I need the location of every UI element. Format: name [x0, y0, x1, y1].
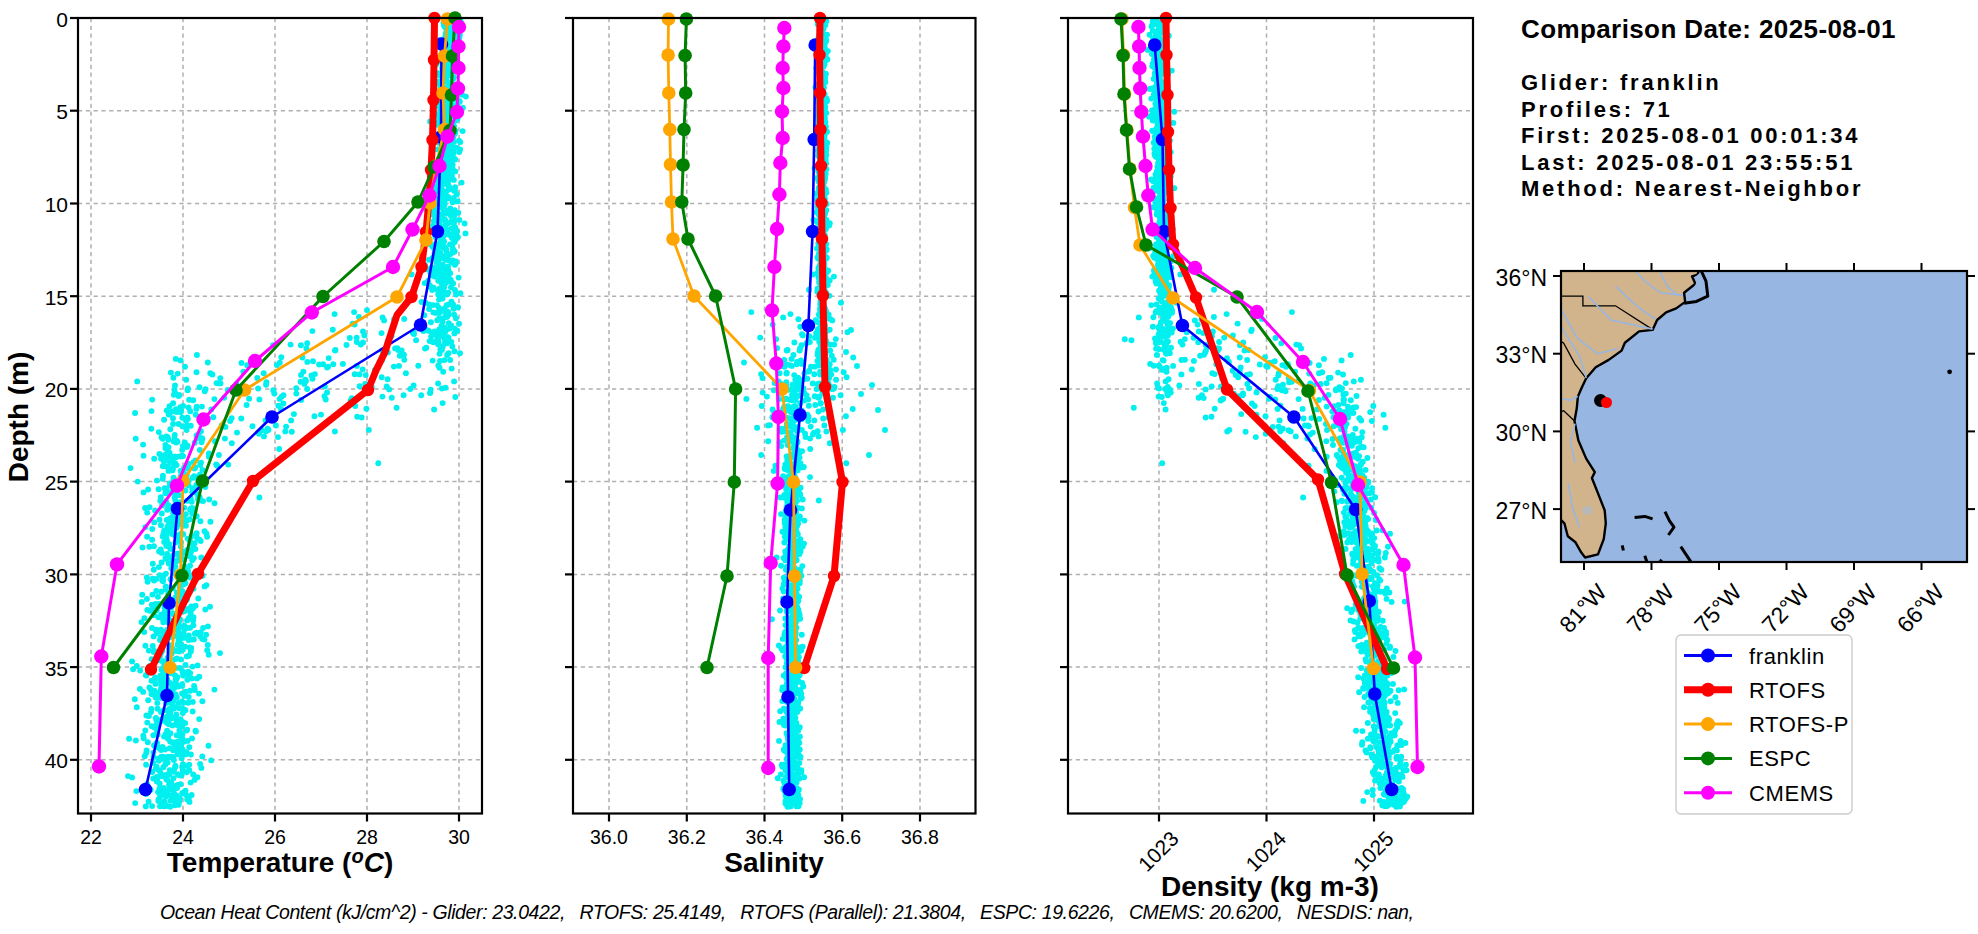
svg-text:26: 26	[264, 826, 286, 848]
svg-text:10: 10	[45, 193, 68, 216]
svg-text:Profiles: 71: Profiles: 71	[1521, 97, 1673, 122]
svg-text:RTOFS: RTOFS	[1749, 678, 1826, 703]
svg-text:40: 40	[45, 749, 68, 772]
svg-text:First: 2025-08-01 00:01:34: First: 2025-08-01 00:01:34	[1521, 123, 1860, 148]
svg-text:27°N: 27°N	[1496, 498, 1547, 524]
svg-text:25: 25	[45, 471, 68, 494]
svg-text:Depth (m): Depth (m)	[3, 352, 34, 483]
svg-text:22: 22	[80, 826, 102, 848]
svg-text:franklin: franklin	[1749, 644, 1825, 669]
svg-text:CMEMS: CMEMS	[1749, 781, 1834, 806]
svg-text:Salinity: Salinity	[724, 847, 824, 878]
svg-text:ESPC: ESPC	[1749, 746, 1811, 771]
svg-text:Ocean Heat Content (kJ/cm^2) -: Ocean Heat Content (kJ/cm^2) - Glider: 2…	[160, 901, 1414, 923]
svg-text:36°N: 36°N	[1496, 265, 1547, 291]
svg-text:15: 15	[45, 286, 68, 309]
svg-text:33°N: 33°N	[1496, 342, 1547, 368]
svg-text:Glider: franklin: Glider: franklin	[1521, 70, 1721, 95]
svg-text:36.2: 36.2	[668, 826, 706, 848]
svg-text:36.6: 36.6	[823, 826, 861, 848]
svg-text:36.4: 36.4	[746, 826, 784, 848]
svg-text:Density (kg m-3): Density (kg m-3)	[1161, 871, 1379, 902]
svg-text:30°N: 30°N	[1496, 420, 1547, 446]
svg-text:24: 24	[172, 826, 194, 848]
svg-text:20: 20	[45, 378, 68, 401]
svg-text:30: 30	[45, 564, 68, 587]
svg-text:Last: 2025-08-01 23:55:51: Last: 2025-08-01 23:55:51	[1521, 150, 1855, 175]
svg-text:0: 0	[56, 8, 68, 31]
svg-text:36.0: 36.0	[590, 826, 628, 848]
svg-text:RTOFS-P: RTOFS-P	[1749, 712, 1849, 737]
svg-text:5: 5	[56, 100, 68, 123]
svg-text:36.8: 36.8	[901, 826, 939, 848]
svg-text:Comparison Date: 2025-08-01: Comparison Date: 2025-08-01	[1521, 14, 1896, 44]
svg-text:30: 30	[448, 826, 470, 848]
svg-text:35: 35	[45, 657, 68, 680]
svg-text:Method: Nearest-Neighbor: Method: Nearest-Neighbor	[1521, 176, 1863, 201]
